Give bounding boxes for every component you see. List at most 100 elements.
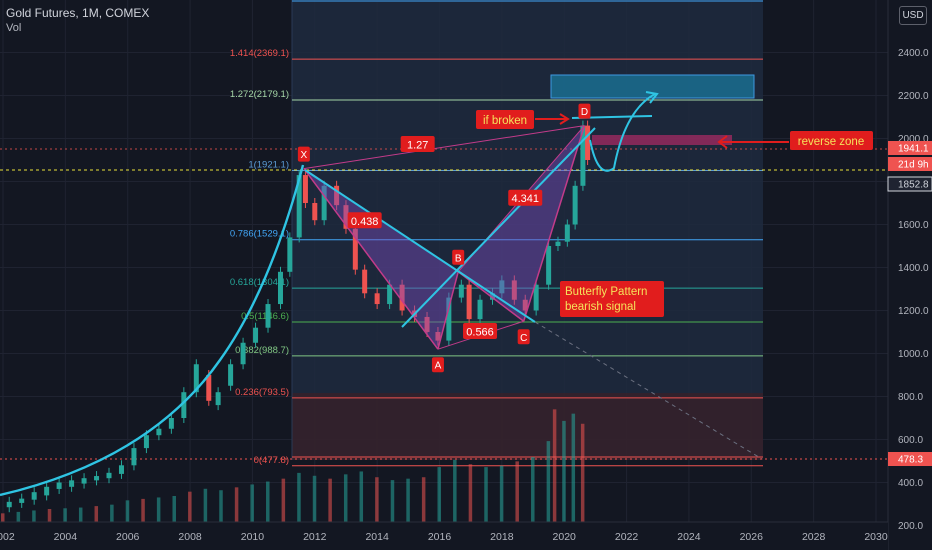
- parabolic-curve: [0, 164, 305, 497]
- x-tick-label: 2020: [553, 531, 577, 543]
- candle-body: [490, 293, 496, 300]
- candle-body: [334, 185, 340, 206]
- candle-body: [253, 327, 259, 343]
- candle-body: [352, 228, 358, 270]
- candle-body: [446, 297, 452, 341]
- volume-bar: [172, 496, 176, 522]
- candle-body: [181, 392, 187, 418]
- price-tag-label: 478.3: [898, 455, 923, 466]
- volume-bar: [580, 423, 585, 522]
- candle-body: [31, 492, 37, 500]
- x-tick-label: 2002: [0, 531, 15, 543]
- y-tick-label: 400.0: [898, 478, 923, 489]
- volume-bar: [375, 477, 379, 522]
- volume-bar: [484, 467, 488, 522]
- candle-body: [585, 125, 591, 160]
- projection-path: [589, 93, 656, 172]
- pattern-point-marker: [431, 357, 444, 373]
- volume-bars: [1, 409, 585, 522]
- pattern-wing-bcd: [458, 125, 585, 322]
- fib-level-label: 0.236(793.5): [235, 387, 289, 398]
- currency-badge[interactable]: USD: [899, 6, 927, 25]
- pattern-leg: [437, 271, 459, 350]
- trendline-ascending: [401, 127, 596, 328]
- candle-body: [265, 304, 271, 328]
- pattern-point-marker: [452, 249, 465, 265]
- volume-bar: [343, 474, 348, 522]
- volume-bar: [281, 478, 286, 522]
- volume-bar: [94, 506, 99, 522]
- candle-body: [215, 392, 221, 406]
- candle-body: [240, 342, 246, 365]
- candle-body: [387, 284, 393, 305]
- volume-bar: [359, 471, 364, 522]
- butterfly-pattern: [303, 125, 586, 350]
- candle-body: [131, 448, 137, 466]
- candle-body: [522, 299, 528, 311]
- reverse-zone-badge: [790, 131, 873, 150]
- x-tick-label: 2028: [802, 531, 826, 543]
- candle-body: [458, 284, 464, 298]
- price-tag: [888, 452, 932, 466]
- volume-bar: [406, 478, 410, 522]
- volume-bar: [468, 464, 473, 522]
- y-tick-label: 1400.0: [898, 263, 929, 274]
- candle-body: [343, 205, 349, 229]
- trendline-descending: [304, 169, 536, 323]
- candle-body: [435, 332, 441, 341]
- candle-body: [546, 246, 552, 285]
- candle-body: [69, 480, 75, 487]
- fib-level-label: 1.414(2369.1): [230, 48, 289, 59]
- volume-bar: [297, 472, 301, 522]
- y-tick-label: 2200.0: [898, 91, 929, 102]
- y-tick-label: 1200.0: [898, 306, 929, 317]
- volume-bar: [32, 510, 36, 522]
- y-tick-label: 1000.0: [898, 349, 929, 360]
- volume-bar: [1, 513, 5, 522]
- price-tag: [887, 176, 932, 192]
- candle-body: [399, 284, 405, 311]
- volume-bar: [531, 457, 535, 522]
- pattern-note-line1: Butterfly Pattern: [565, 286, 647, 298]
- volume-bar: [110, 504, 114, 522]
- pattern-point-marker: [297, 146, 310, 162]
- ratio-value: 4.341: [511, 193, 539, 205]
- x-axis-background: [0, 522, 888, 550]
- pattern-point-label: A: [435, 361, 442, 372]
- x-tick-label: 2022: [615, 531, 639, 543]
- symbol-title: Gold Futures, 1M, COMEX: [6, 6, 150, 20]
- x-tick-label: 2018: [490, 531, 514, 543]
- volume-bar: [219, 490, 223, 522]
- price-tag-label: 21d 9h: [898, 160, 929, 171]
- ratio-badge: [347, 212, 382, 229]
- volume-bar: [312, 475, 317, 522]
- y-tick-label: 2400.0: [898, 48, 929, 59]
- fib-level-label: 1.272(2179.1): [230, 89, 289, 100]
- volume-bar: [78, 507, 83, 522]
- ratio-value: 0.566: [466, 327, 494, 339]
- candle-body: [296, 175, 302, 238]
- x-axis: 2002 2004 2006 2008 2010 2012 2014 2016 2018 2020…: [0, 521, 888, 550]
- volume-bar: [234, 487, 239, 522]
- candle-body: [374, 293, 380, 305]
- volume-bar: [437, 467, 441, 522]
- if-broken-arrowhead-icon: [559, 113, 570, 125]
- chart-header: Gold Futures, 1M, COMEX Vol: [6, 6, 149, 34]
- candle-body: [143, 435, 149, 449]
- candle-body: [466, 284, 472, 320]
- candle-body: [106, 472, 112, 479]
- volume-bar: [546, 441, 551, 522]
- candles: [6, 120, 591, 513]
- volume-bar: [250, 484, 254, 522]
- ratio-value: 1.27: [407, 139, 428, 151]
- volume-bar: [125, 500, 130, 522]
- x-tick-label: 2014: [365, 531, 389, 543]
- ratio-badge: [400, 135, 435, 152]
- if-broken-badge: [476, 110, 534, 129]
- y-axis-background: [888, 0, 932, 550]
- pattern-leg: [522, 125, 586, 322]
- candle-body: [302, 175, 308, 203]
- y-tick-label: 2000.0: [898, 134, 929, 145]
- candle-body: [81, 478, 87, 484]
